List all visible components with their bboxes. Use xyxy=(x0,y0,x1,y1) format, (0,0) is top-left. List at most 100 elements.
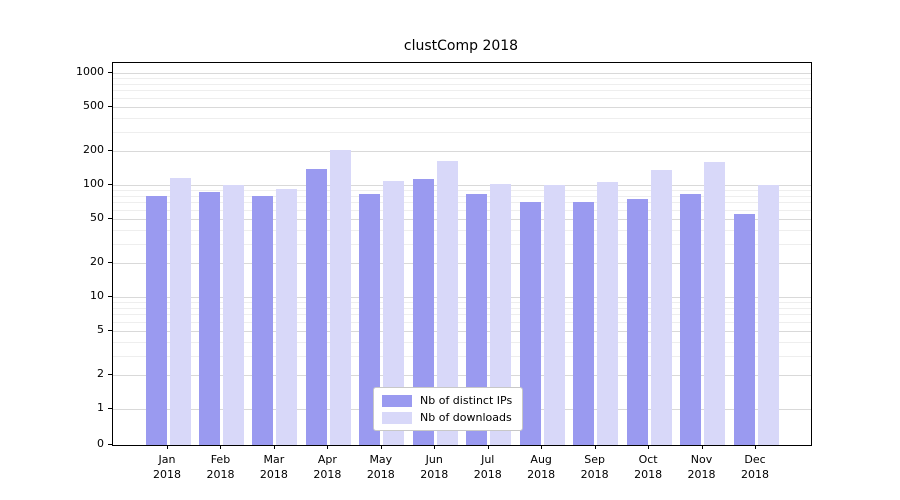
y-tick-mark xyxy=(108,262,112,264)
gridline-minor xyxy=(113,302,811,304)
bar-downloads-dec xyxy=(757,185,779,445)
gridline-major xyxy=(113,330,811,332)
x-label-month: Sep xyxy=(584,453,605,466)
bar-distinct-ips-oct xyxy=(626,198,648,445)
x-tick-mark xyxy=(594,445,596,449)
y-tick-label: 100 xyxy=(83,177,104,190)
y-tick-label: 200 xyxy=(83,143,104,157)
bar-downloads-jan xyxy=(169,178,191,445)
x-tick-mark xyxy=(541,445,543,449)
x-tick-label-may: May 2018 xyxy=(351,452,411,482)
chart-title: clustComp 2018 xyxy=(403,38,519,54)
x-label-year: 2018 xyxy=(741,468,769,481)
x-label-year: 2018 xyxy=(206,468,235,481)
x-tick-mark xyxy=(434,445,436,449)
y-tick-mark xyxy=(108,217,112,219)
x-label-year: 2018 xyxy=(153,468,181,481)
x-label-month: Jul xyxy=(481,453,495,466)
y-tick-mark xyxy=(108,444,112,445)
bar-downloads-feb xyxy=(222,185,244,445)
gridline-minor xyxy=(113,195,811,197)
bar-distinct-ips-jan xyxy=(145,195,167,445)
gridline-minor xyxy=(113,78,811,80)
gridline-major xyxy=(113,73,811,74)
bar-distinct-ips-apr xyxy=(305,168,327,445)
x-tick-mark xyxy=(487,445,489,449)
y-tick-label: 1000 xyxy=(76,65,104,78)
x-tick-label-mar: Mar 2018 xyxy=(244,452,304,482)
bar-distinct-ips-jun xyxy=(412,179,434,445)
x-tick-mark xyxy=(167,445,168,449)
x-tick-mark xyxy=(273,445,275,449)
x-label-year: 2018 xyxy=(473,468,502,481)
bar-downloads-apr xyxy=(329,150,351,445)
x-label-month: Aug xyxy=(530,453,552,466)
x-tick-label-oct: Oct 2018 xyxy=(618,452,678,482)
y-tick-label: 5 xyxy=(97,322,104,336)
legend-row-distinct-ips: Nb of distinct IPs xyxy=(382,394,512,407)
x-tick-label-apr: Apr 2018 xyxy=(297,452,357,482)
bar-downloads-jul xyxy=(490,183,512,445)
legend: Nb of distinct IPs Nb of downloads xyxy=(373,387,524,431)
legend-row-downloads: Nb of downloads xyxy=(382,411,512,424)
y-tick-label: 10 xyxy=(90,289,104,302)
bar-distinct-ips-aug xyxy=(519,202,541,445)
gridline-minor xyxy=(113,355,811,357)
gridline-minor xyxy=(113,83,811,85)
y-tick-label: 500 xyxy=(83,98,104,112)
gridline-minor xyxy=(113,190,811,192)
bar-distinct-ips-feb xyxy=(198,191,220,445)
bar-downloads-mar xyxy=(276,188,298,445)
x-label-month: Jan xyxy=(158,453,176,466)
x-label-year: 2018 xyxy=(527,468,556,481)
x-tick-label-aug: Aug 2018 xyxy=(511,452,571,482)
x-label-year: 2018 xyxy=(313,468,342,481)
gridline-minor xyxy=(113,314,811,316)
gridline-minor xyxy=(113,209,811,211)
gridline-minor xyxy=(113,307,811,309)
x-tick-label-jun: Jun 2018 xyxy=(404,452,464,482)
legend-label-downloads: Nb of downloads xyxy=(420,411,512,424)
bar-distinct-ips-mar xyxy=(252,195,274,445)
legend-label-ips: Nb of distinct IPs xyxy=(420,394,513,407)
bar-distinct-ips-jul xyxy=(466,194,488,445)
gridline-minor xyxy=(113,97,811,99)
bar-downloads-jun xyxy=(436,160,458,445)
bar-downloads-nov xyxy=(704,162,726,445)
gridline-major xyxy=(113,218,811,220)
gridline-major xyxy=(113,151,811,153)
y-tick-mark xyxy=(108,72,112,73)
gridline-minor xyxy=(113,90,811,92)
x-label-year: 2018 xyxy=(634,468,663,481)
x-label-month: Dec xyxy=(744,453,766,466)
y-tick-mark xyxy=(108,296,112,297)
legend-swatch-downloads xyxy=(382,411,412,424)
y-tick-mark xyxy=(108,184,112,185)
y-tick-label: 2 xyxy=(97,367,104,381)
x-tick-mark xyxy=(220,445,222,449)
bar-distinct-ips-dec xyxy=(733,214,755,445)
gridline-major xyxy=(113,297,811,298)
y-tick-label: 1 xyxy=(97,401,104,414)
x-label-year: 2018 xyxy=(366,468,395,481)
bar-distinct-ips-may xyxy=(359,194,381,445)
gridline-minor xyxy=(113,202,811,204)
x-tick-label-feb: Feb 2018 xyxy=(190,452,250,482)
y-tick-mark xyxy=(108,408,112,409)
x-tick-label-dec: Dec 2018 xyxy=(725,452,785,482)
y-tick-label: 50 xyxy=(90,210,104,224)
legend-swatch-ips xyxy=(382,394,412,407)
y-tick-mark xyxy=(108,374,112,376)
bar-downloads-oct xyxy=(650,170,672,445)
gridline-major xyxy=(113,106,811,108)
x-label-year: 2018 xyxy=(420,468,449,481)
x-tick-mark xyxy=(755,445,756,449)
x-tick-label-jan: Jan 2018 xyxy=(137,452,197,482)
plot-area: Nb of distinct IPs Nb of downloads xyxy=(112,62,812,446)
bar-downloads-aug xyxy=(543,185,565,445)
gridline-minor xyxy=(113,131,811,133)
bar-distinct-ips-nov xyxy=(680,194,702,445)
x-tick-label-jul: Jul 2018 xyxy=(458,452,518,482)
bar-distinct-ips-sep xyxy=(573,202,595,445)
